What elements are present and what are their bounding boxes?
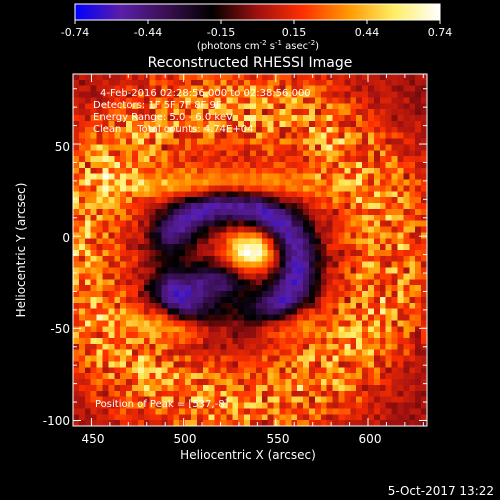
colorbar-tick-label: -0.15 [207, 26, 235, 39]
peak-position-label: Position of Peak = [537,-8] [95, 399, 229, 410]
x-tick-label: 550 [267, 432, 290, 446]
y-tick-labels: -100 -50 0 50 [43, 140, 70, 428]
x-tick-label: 450 [82, 432, 105, 446]
heatmap-plot [73, 74, 427, 426]
colorbar-tick-label: -0.44 [134, 26, 162, 39]
colorbar-unit-label: (photons cm-2 s-1 asec-2) [197, 39, 319, 52]
y-tick-label: 50 [55, 140, 70, 154]
annotation-clean-counts: Clean Total counts: 4.74E+04 [93, 124, 253, 135]
colorbar-tick-label: 0.15 [282, 26, 307, 39]
footer-date: 5-Oct-2017 13:22 [388, 484, 494, 498]
x-axis-label: Heliocentric X (arcsec) [180, 448, 316, 462]
y-axis-label: Heliocentric Y (arcsec) [14, 183, 28, 318]
y-tick-label: -100 [43, 414, 70, 428]
annotation-energy-range: Energy Range: 5.0 - 6.0 keV [93, 112, 233, 123]
x-tick-label: 500 [174, 432, 197, 446]
colorbar-tick-labels: -0.74 -0.44 -0.15 0.15 0.44 0.74 [61, 26, 452, 39]
heatmap-image [73, 74, 427, 426]
colorbar-tick-label: 0.74 [428, 26, 453, 39]
plot-frame [72, 73, 428, 427]
y-tick-label: 0 [62, 231, 70, 245]
colorbar-tick-label: 0.44 [355, 26, 380, 39]
chart-title: Reconstructed RHESSI Image [148, 55, 353, 71]
axis-ticks [73, 74, 427, 426]
annotation-detectors: Detectors: 1F 5F 7F 8F 9F [93, 100, 222, 111]
x-tick-label: 600 [359, 432, 382, 446]
colorbar-tick-label: -0.74 [61, 26, 89, 39]
x-tick-labels: 450 500 550 600 [82, 432, 382, 446]
colorbar [74, 3, 441, 21]
annotation-block: 4-Feb-2016 02:28:56.000 to 02:38:56.000 … [93, 88, 311, 135]
y-tick-label: -50 [50, 322, 70, 336]
annotation-time-range: 4-Feb-2016 02:28:56.000 to 02:38:56.000 [100, 88, 311, 99]
colorbar-ticks [74, 20, 441, 24]
